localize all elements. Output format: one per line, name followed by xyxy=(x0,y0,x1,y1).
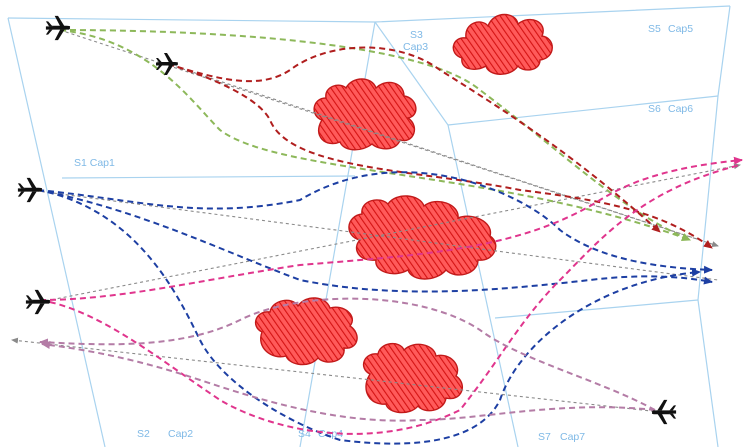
mauve-route-upper xyxy=(39,297,656,411)
sector-label-s7: S7 xyxy=(538,431,551,443)
mauve-routes xyxy=(39,297,656,422)
direct-route-3 xyxy=(29,189,719,281)
weather-cells xyxy=(254,13,553,414)
sector-capacity-s3: Cap3 xyxy=(403,41,428,53)
airplane-icon xyxy=(45,15,71,41)
magenta-route-north xyxy=(39,156,743,301)
direct-route-2 xyxy=(164,62,701,241)
sector-capacity-s4: Cap4 xyxy=(318,428,343,440)
direct-route-4 xyxy=(39,163,741,303)
airplane-icon xyxy=(651,399,677,425)
sector-labels: S1 Cap1 S2 Cap2 S3 Cap3 S4 Cap4 S5 Cap5 … xyxy=(74,23,693,443)
storm-cloud-icon xyxy=(452,13,553,75)
green-routes xyxy=(59,29,691,241)
magenta-routes xyxy=(39,156,743,435)
storm-cloud-icon xyxy=(348,195,497,280)
green-route-lower xyxy=(59,29,691,241)
sector-capacity-s2: Cap2 xyxy=(168,428,193,440)
airplane-icon xyxy=(17,177,43,203)
blue-routes xyxy=(37,171,713,445)
red-routes xyxy=(167,46,713,249)
red-route-upper xyxy=(167,46,661,233)
airplane-icon xyxy=(25,289,51,315)
sector-label-s1: S1 Cap1 xyxy=(74,157,115,169)
sector-label-s3: S3 xyxy=(410,29,423,41)
boundary-s1-s2 xyxy=(61,175,356,179)
sector-capacity-s6: Cap6 xyxy=(668,103,693,115)
red-route-lower xyxy=(167,63,713,249)
magenta-route-south xyxy=(39,164,741,435)
storm-cloud-icon xyxy=(254,297,358,366)
blue-route-middle xyxy=(37,189,713,293)
green-route-upper xyxy=(59,29,691,241)
sector-capacity-s5: Cap5 xyxy=(668,23,693,35)
boundary-right-edge xyxy=(697,5,731,447)
blue-route-north xyxy=(37,171,713,274)
boundary-s5-s6 xyxy=(447,95,719,126)
direct-route-5 xyxy=(11,337,661,413)
blue-route-south xyxy=(37,189,701,445)
aircraft-group xyxy=(17,15,677,425)
sector-label-s2: S2 xyxy=(137,428,150,440)
sector-capacity-s7: Cap7 xyxy=(560,431,585,443)
storm-cloud-icon xyxy=(313,78,417,151)
storm-cloud-icon xyxy=(362,343,464,414)
airplane-icon xyxy=(156,53,178,75)
boundary-top xyxy=(7,5,731,23)
boundary-outer-left xyxy=(7,17,106,447)
sector-label-s5: S5 xyxy=(648,23,661,35)
boundary-s6-s7 xyxy=(494,299,699,319)
sector-label-s6: S6 xyxy=(648,103,661,115)
mauve-route-lower xyxy=(41,341,656,422)
